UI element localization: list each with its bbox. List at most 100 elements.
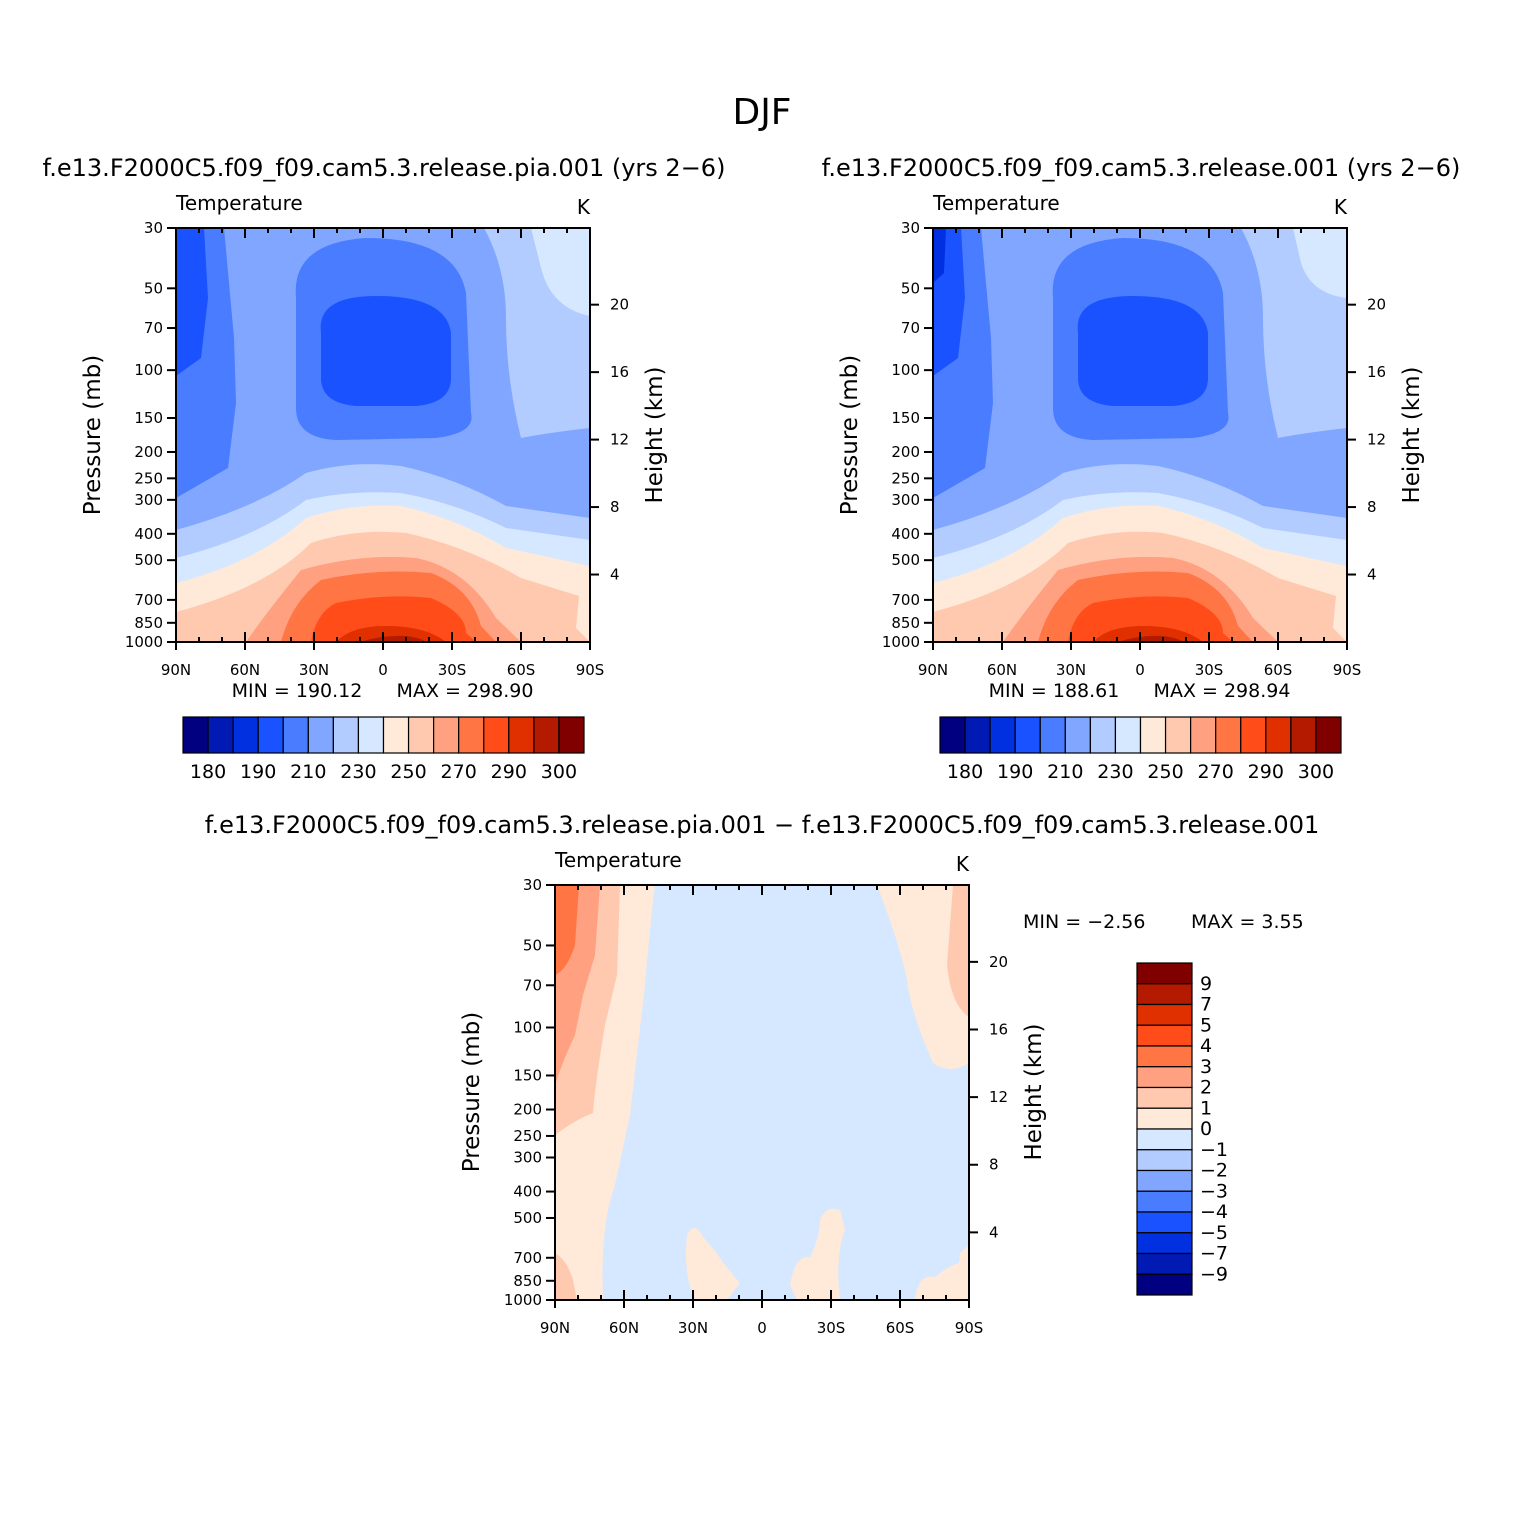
panel-c-band <box>790 1208 845 1300</box>
colorbar-box <box>257 716 284 754</box>
panel-b-right-label: K <box>1334 195 1348 219</box>
panel-c-band <box>915 1245 969 1300</box>
y-tick-label: 700 <box>513 1249 542 1267</box>
height-tick-label: 16 <box>1367 363 1386 381</box>
panel-a-ylabel-right: Height (km) <box>642 366 668 503</box>
colorbar-label: 250 <box>1147 761 1183 783</box>
height-tick-label: 16 <box>610 363 629 381</box>
panel-c-left-label: Temperature <box>554 848 682 872</box>
colorbar-box <box>382 716 410 754</box>
colorbar-box <box>1136 1107 1193 1130</box>
colorbar-label: 0 <box>1200 1118 1212 1140</box>
panel-b-band <box>1118 635 1183 642</box>
panel-b-max-text: MAX = 298.94 <box>1154 680 1291 702</box>
y-tick-label: 200 <box>891 443 920 461</box>
colorbar-label: −2 <box>1200 1160 1228 1182</box>
panel-b-axes: 90N 60N 30N 0 30S 60S 90S 30 50 70 100 150 200 250 300… <box>882 219 1386 679</box>
colorbar-box <box>182 716 209 754</box>
colorbar-box <box>1136 1273 1193 1296</box>
colorbar-box <box>508 716 535 754</box>
y-tick-label: 500 <box>513 1209 542 1227</box>
x-tick-label: 90N <box>918 661 948 679</box>
y-tick-label: 200 <box>513 1101 542 1119</box>
x-tick-label: 90S <box>576 661 605 679</box>
panel-b-band <box>1068 596 1233 642</box>
colorbar-box <box>1136 1211 1193 1234</box>
panel-c-band <box>877 885 969 1069</box>
y-tick-label: 250 <box>513 1127 542 1145</box>
figure-title: DJF <box>732 92 791 133</box>
colorbar-box <box>1136 1190 1193 1213</box>
panel-b-left-label: Temperature <box>932 191 1060 215</box>
height-tick-label: 8 <box>989 1156 999 1174</box>
y-tick-label: 150 <box>134 409 163 427</box>
colorbar-box <box>483 716 510 754</box>
height-tick-label: 12 <box>610 431 629 449</box>
colorbar-box <box>1039 716 1066 754</box>
panel-a-band <box>531 228 590 316</box>
colorbar-label: −3 <box>1200 1180 1228 1202</box>
panel-a-plot <box>175 227 591 643</box>
colorbar-label: 270 <box>1198 761 1234 783</box>
y-tick-label: 100 <box>513 1018 542 1036</box>
panel-b: f.e13.F2000C5.f09_f09.cam5.3.release.001… <box>822 154 1461 783</box>
x-tick-label: 30N <box>678 1319 708 1337</box>
panel-b-ylabel-right: Height (km) <box>1399 366 1425 503</box>
colorbar-box <box>433 716 460 754</box>
y-tick-label: 850 <box>891 614 920 632</box>
y-tick-label: 700 <box>891 591 920 609</box>
x-tick-label: 90S <box>1333 661 1362 679</box>
colorbar-label: 300 <box>1298 761 1334 783</box>
colorbar-box <box>1089 716 1117 754</box>
colorbar-label: 180 <box>947 761 983 783</box>
colorbar-label: 9 <box>1200 973 1212 995</box>
y-tick-label: 300 <box>513 1149 542 1167</box>
colorbar-box <box>1136 1003 1193 1026</box>
panel-a-left-label: Temperature <box>175 191 303 215</box>
colorbar-label: 230 <box>340 761 376 783</box>
height-tick-label: 8 <box>610 498 620 516</box>
y-tick-label: 700 <box>134 591 163 609</box>
y-tick-label: 30 <box>901 219 920 237</box>
colorbar-box <box>332 716 360 754</box>
panel-c-ylabel-right: Height (km) <box>1021 1023 1047 1160</box>
y-tick-label: 850 <box>513 1272 542 1290</box>
x-tick-label: 60S <box>886 1319 915 1337</box>
x-tick-label: 30S <box>817 1319 846 1337</box>
colorbar-box <box>1014 716 1041 754</box>
panel-a-min-text: MIN = 190.12 <box>232 680 363 702</box>
colorbar-box <box>1136 1086 1193 1109</box>
y-tick-label: 70 <box>901 319 920 337</box>
colorbar-box <box>207 716 234 754</box>
colorbar-box <box>1136 983 1193 1006</box>
colorbar-label: −4 <box>1200 1201 1228 1223</box>
panel-b-colorbar: 180 190 210 230 250 270 290 300 <box>939 716 1342 783</box>
panel-a-title: f.e13.F2000C5.f09_f09.cam5.3.release.pia… <box>43 154 726 182</box>
y-tick-label: 250 <box>891 469 920 487</box>
colorbar-box <box>407 716 435 754</box>
colorbar-box <box>1265 716 1292 754</box>
panel-c-right-label: K <box>956 852 970 876</box>
y-tick-label: 1000 <box>504 1291 542 1309</box>
x-tick-label: 60N <box>609 1319 639 1337</box>
height-tick-label: 20 <box>989 953 1008 971</box>
height-tick-label: 8 <box>1367 498 1377 516</box>
colorbar-box <box>1136 1169 1193 1192</box>
x-tick-label: 0 <box>378 661 388 679</box>
panel-b-plot <box>932 227 1348 643</box>
panel-c-title: f.e13.F2000C5.f09_f09.cam5.3.release.pia… <box>205 811 1320 839</box>
colorbar-label: 180 <box>190 761 226 783</box>
height-tick-label: 20 <box>610 296 629 314</box>
colorbar-label: 290 <box>491 761 527 783</box>
y-tick-label: 150 <box>513 1066 542 1084</box>
panel-b-band <box>1093 626 1203 642</box>
colorbar-box <box>282 716 309 754</box>
y-tick-label: 200 <box>134 443 163 461</box>
y-tick-label: 400 <box>134 525 163 543</box>
x-tick-label: 30N <box>299 661 329 679</box>
colorbar-label: 4 <box>1200 1035 1212 1057</box>
x-tick-label: 0 <box>757 1319 767 1337</box>
colorbar-label: 300 <box>541 761 577 783</box>
colorbar-box <box>964 716 991 754</box>
panel-a-right-label: K <box>577 195 591 219</box>
